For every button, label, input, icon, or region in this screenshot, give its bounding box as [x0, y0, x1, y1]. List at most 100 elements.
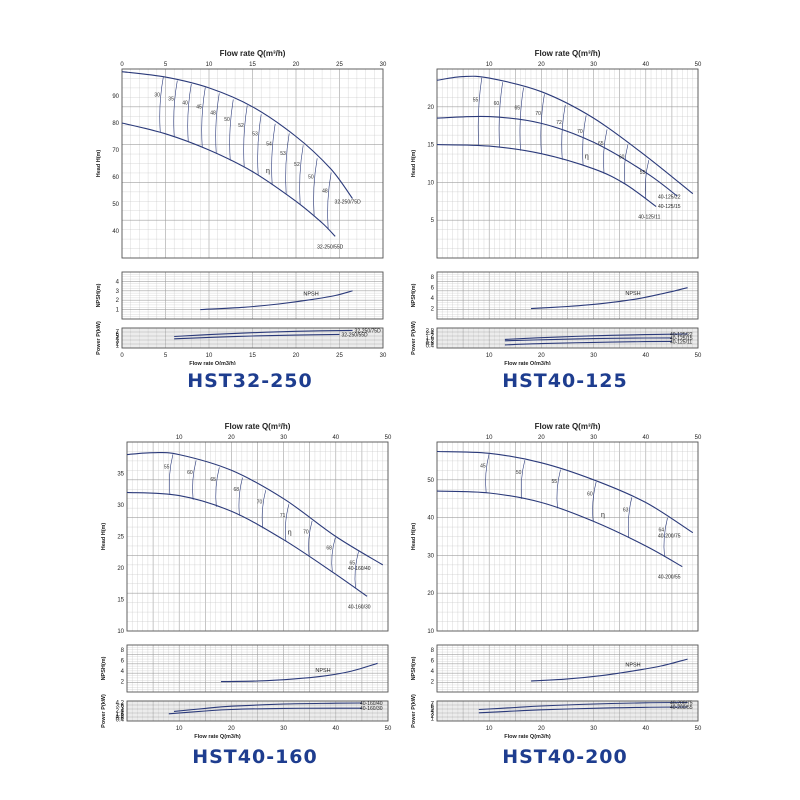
- efficiency-iso-line: [592, 481, 597, 522]
- head-y-tick-label: 20: [117, 566, 124, 572]
- efficiency-label: 65: [210, 477, 216, 483]
- eta-label: η: [601, 512, 605, 519]
- head-curve-32-250-55d: [121, 122, 336, 237]
- bottom-axis-title: Flow rate Q(m3/h): [189, 361, 236, 365]
- head-curve-32-250-75d: [121, 71, 353, 199]
- power-y-tick-label: 2.4: [426, 331, 435, 337]
- power-curve-32-250-55d: [174, 333, 340, 340]
- model-title-hst40-160: HST40-160: [192, 746, 318, 768]
- bottom-x-tick-label: 40: [642, 353, 649, 359]
- npsh-y-tick-label: 2: [431, 680, 435, 686]
- top-x-tick-label: 0: [120, 62, 124, 68]
- efficiency-label: 48: [322, 188, 328, 194]
- head-curve-40-200-55: [436, 490, 683, 568]
- head-y-tick-label: 25: [117, 535, 124, 541]
- efficiency-iso-line: [498, 82, 503, 148]
- head-series-label: 40-125/22: [658, 195, 681, 201]
- bottom-x-tick-label: 50: [695, 353, 702, 359]
- top-x-tick-label: 20: [228, 435, 235, 441]
- top-axis-title: Flow rate Q(m³/h): [535, 49, 601, 58]
- npsh-series-label: NPSH: [625, 291, 640, 297]
- head-y-tick-label: 30: [117, 503, 124, 509]
- power-axis-label: Power P(kW): [411, 694, 417, 728]
- efficiency-label: 50: [516, 470, 522, 476]
- npsh-curve-npsh: [530, 658, 688, 682]
- bottom-x-tick-label: 20: [293, 353, 300, 359]
- top-x-tick-label: 15: [249, 62, 256, 68]
- power-series-label: 40-125/15: [670, 336, 693, 342]
- efficiency-label: 45: [480, 463, 486, 469]
- efficiency-iso-line: [644, 160, 650, 200]
- top-x-tick-label: 30: [380, 62, 387, 68]
- efficiency-iso-line: [354, 551, 359, 589]
- npsh-curve-npsh: [220, 662, 378, 683]
- npsh-y-tick-label: 8: [121, 648, 125, 654]
- power-y-tick-label: 6: [431, 704, 435, 710]
- efficiency-iso-line: [556, 469, 561, 509]
- bottom-x-tick-label: 50: [385, 726, 392, 732]
- head-plot-frame: [436, 68, 699, 259]
- efficiency-iso-line: [663, 517, 668, 557]
- npsh-y-tick-label: 4: [116, 279, 120, 285]
- npsh-series-label: NPSH: [625, 663, 640, 669]
- power-y-tick-label: 0.8: [426, 341, 435, 347]
- npsh-y-tick-label: 1: [116, 308, 120, 314]
- bottom-x-tick-label: 40: [642, 726, 649, 732]
- power-y-tick-label: 2.4: [116, 709, 125, 715]
- power-y-tick-label: 2: [116, 341, 120, 347]
- top-x-tick-label: 10: [486, 62, 493, 68]
- power-y-tick-label: 1.6: [426, 336, 435, 342]
- power-y-tick-label: 7: [116, 330, 120, 336]
- efficiency-iso-line: [257, 114, 262, 176]
- power-y-tick-label: 0.4: [116, 717, 125, 723]
- efficiency-label: 63: [623, 508, 629, 514]
- chart-hst40-125: Flow rate Q(m³/h) 10 10 20 20 30 30 40 40 50 50 Flo…: [411, 49, 702, 367]
- power-y-tick-label: 2: [121, 710, 125, 716]
- bottom-x-tick-label: 20: [228, 726, 235, 732]
- top-axis-title: Flow rate Q(m³/h): [225, 422, 291, 431]
- top-axis-title: Flow rate Q(m³/h): [220, 49, 286, 58]
- npsh-axis-label: NPSH(m): [411, 656, 417, 680]
- efficiency-label: 55: [640, 170, 646, 176]
- head-y-tick-label: 10: [427, 180, 434, 186]
- top-x-tick-label: 30: [590, 435, 597, 441]
- chart-panel-hst40-125: Flow rate Q(m³/h) 10 10 20 20 30 30 40 40 50 50 Flo…: [400, 45, 710, 367]
- bottom-x-tick-label: 10: [486, 353, 493, 359]
- efficiency-iso-line: [477, 77, 483, 146]
- head-curve-40-125-22: [436, 75, 694, 195]
- top-axis-title: Flow rate Q(m³/h): [535, 422, 601, 431]
- npsh-axis-label: NPSH(m): [411, 283, 417, 307]
- eta-label: η: [288, 529, 292, 536]
- top-x-tick-label: 10: [176, 435, 183, 441]
- head-y-tick-label: 20: [427, 591, 434, 597]
- efficiency-iso-line: [627, 497, 633, 538]
- power-series-label: 40-200/55: [670, 705, 693, 711]
- power-y-tick-label: 1.2: [116, 714, 125, 720]
- efficiency-label: 53: [252, 132, 258, 138]
- head-curve-40-160-30: [126, 491, 368, 597]
- eta-label: η: [585, 153, 589, 160]
- power-axis-label: Power P(kW): [96, 321, 102, 355]
- npsh-plot-frame: [436, 644, 699, 693]
- bottom-x-tick-label: 15: [249, 353, 256, 359]
- bottom-x-tick-label: 20: [538, 353, 545, 359]
- top-x-tick-label: 25: [336, 62, 343, 68]
- efficiency-iso-line: [520, 460, 526, 499]
- top-x-tick-label: 20: [538, 435, 545, 441]
- npsh-y-tick-label: 6: [431, 659, 435, 665]
- head-series-label: 40-125/11: [638, 215, 660, 221]
- chart-panel-hst32-250: Flow rate Q(m³/h) 0 0 5 5 10 10 15 15 20 20 25 25 30 3…: [85, 45, 395, 367]
- efficiency-label: 40: [182, 100, 188, 106]
- head-y-tick-label: 10: [427, 629, 434, 635]
- power-series-label: 32-250/75D: [355, 328, 382, 334]
- head-curve-40-160-40: [126, 451, 384, 566]
- head-series-label: 32-250/55D: [317, 244, 344, 250]
- efficiency-label: 55: [551, 479, 557, 485]
- npsh-axis-label: NPSH(m): [96, 283, 102, 307]
- top-x-tick-label: 20: [538, 62, 545, 68]
- power-y-tick-label: 5: [431, 707, 435, 713]
- head-y-tick-label: 5: [431, 218, 435, 224]
- power-y-tick-label: 1.2: [426, 339, 435, 345]
- efficiency-label: 65: [598, 141, 604, 147]
- efficiency-iso-line: [561, 104, 566, 160]
